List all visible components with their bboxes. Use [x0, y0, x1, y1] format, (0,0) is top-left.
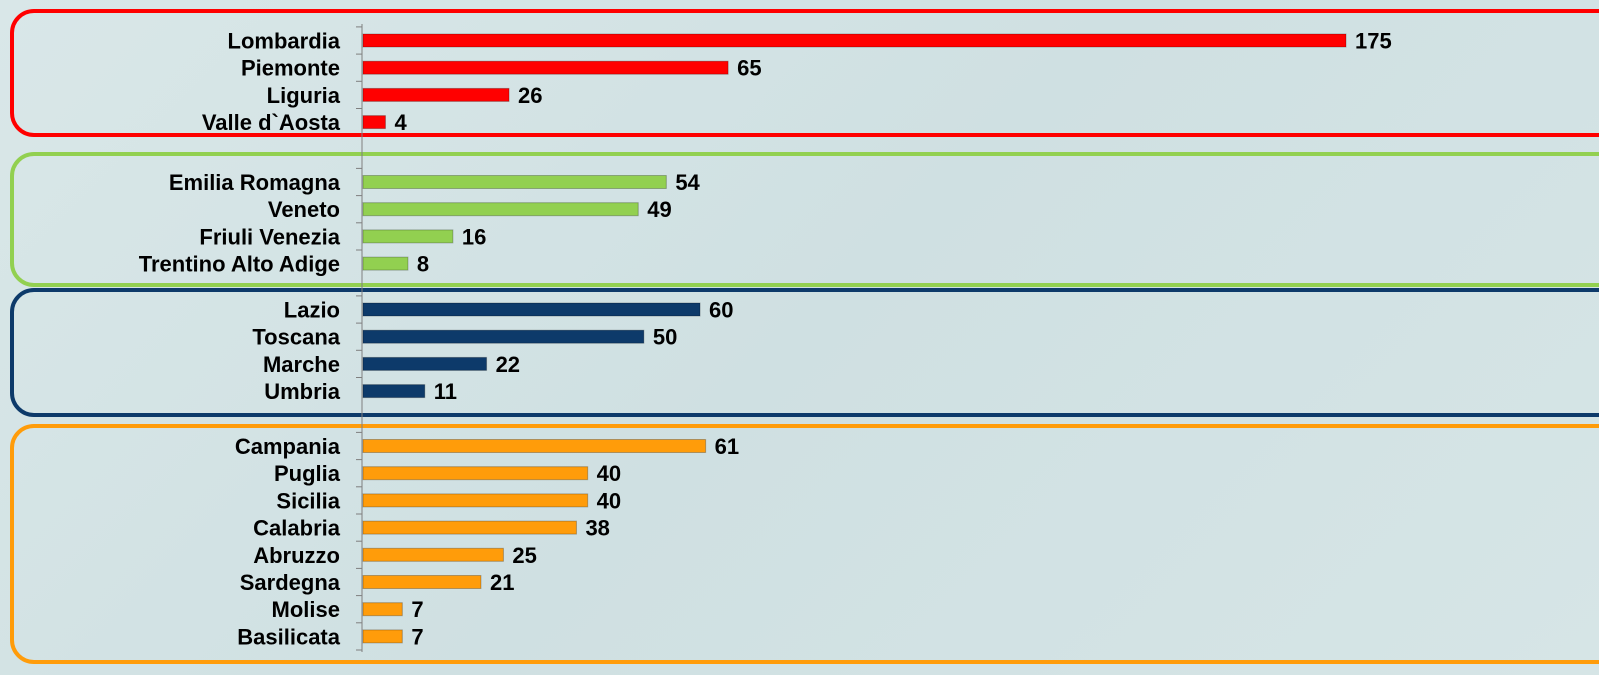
value-label: 49 — [647, 197, 671, 222]
category-label: Marche — [263, 352, 340, 377]
category-label: Emilia Romagna — [169, 170, 341, 195]
group-frame — [10, 288, 1599, 417]
value-label: 38 — [585, 516, 609, 541]
bar — [362, 575, 482, 589]
value-label: 7 — [411, 624, 423, 649]
value-label: 40 — [597, 488, 621, 513]
value-label: 4 — [394, 110, 407, 135]
value-label: 11 — [434, 379, 457, 404]
value-label: 16 — [462, 224, 486, 249]
group-frames — [10, 9, 1599, 664]
value-label: 61 — [715, 434, 739, 459]
bar — [362, 329, 645, 344]
category-label: Veneto — [268, 197, 340, 222]
category-label: Lazio — [284, 298, 340, 323]
group-frame — [10, 152, 1599, 287]
bar — [362, 87, 510, 102]
value-label: 65 — [737, 56, 761, 81]
bar — [362, 256, 409, 271]
category-label: Puglia — [274, 461, 341, 486]
category-label: Basilicata — [237, 624, 340, 649]
bar — [362, 439, 707, 453]
bar — [362, 466, 589, 481]
category-label: Sardegna — [240, 570, 341, 595]
group-frame — [10, 9, 1599, 137]
category-label: Piemonte — [241, 56, 340, 81]
bar — [362, 202, 639, 217]
category-axis-ticks — [356, 26, 362, 651]
category-label: Friuli Venezia — [199, 224, 340, 249]
group-frame — [10, 424, 1599, 664]
bar — [362, 229, 454, 244]
category-label: Sicilia — [276, 488, 340, 513]
value-label: 50 — [653, 325, 677, 350]
bar — [362, 115, 386, 130]
value-label: 7 — [411, 597, 423, 622]
category-label: Molise — [272, 597, 340, 622]
value-label: 22 — [496, 352, 520, 377]
bars — [362, 33, 1347, 644]
value-label: 175 — [1355, 29, 1392, 54]
category-label: Umbria — [264, 379, 341, 404]
category-label: Calabria — [253, 516, 341, 541]
value-label: 21 — [490, 570, 514, 595]
value-label: 25 — [512, 543, 536, 568]
category-label: Lombardia — [228, 29, 341, 54]
value-label: 8 — [417, 252, 429, 277]
bar — [362, 356, 488, 371]
category-label: Abruzzo — [253, 543, 340, 568]
bar — [362, 384, 426, 399]
value-label: 26 — [518, 83, 542, 108]
category-label: Campania — [235, 434, 341, 459]
category-label: Liguria — [267, 83, 341, 108]
bar — [362, 547, 504, 562]
value-label: 54 — [675, 170, 700, 195]
bar — [362, 60, 729, 75]
value-label: 40 — [597, 461, 621, 486]
category-label: Valle d`Aosta — [202, 110, 341, 135]
bar — [362, 602, 403, 617]
category-label: Trentino Alto Adige — [139, 252, 340, 277]
bar — [362, 302, 701, 317]
bar — [362, 175, 667, 189]
bar — [362, 629, 403, 644]
bar — [362, 520, 577, 535]
category-label: Toscana — [252, 325, 340, 350]
bar — [362, 33, 1347, 48]
bar — [362, 493, 589, 508]
value-label: 60 — [709, 298, 733, 323]
